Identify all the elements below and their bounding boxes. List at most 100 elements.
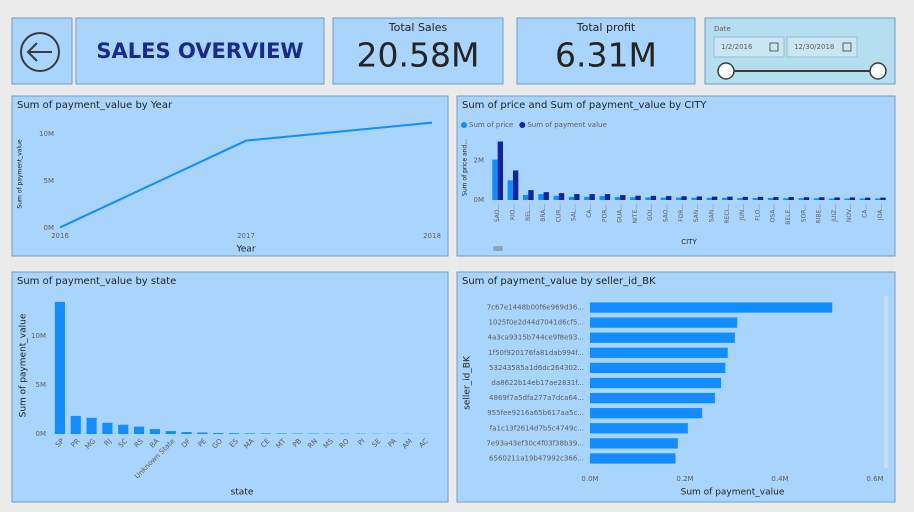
calendar-icon[interactable] [769,42,779,52]
bar [574,194,580,200]
bar [788,197,794,200]
bar [590,332,735,343]
bar [229,433,240,434]
bar [666,196,672,200]
chart-panel [456,95,896,257]
bar [865,197,871,200]
back-circle[interactable] [20,32,60,72]
bar [614,197,621,200]
bar [213,433,224,434]
y-tick-label: 0M [44,224,55,232]
legend-marker [519,122,526,128]
bar [880,197,886,200]
bar [620,195,626,200]
bar [590,423,688,434]
y-tick-label: 0M [474,196,485,204]
y-axis-label: seller_id_BK [463,355,473,410]
x-tick-label: CA... [862,204,869,218]
x-tick-label: SP [54,437,66,449]
start-date[interactable]: 1/2/2016 [721,43,753,51]
x-tick-label: 0.2M [676,475,693,483]
y-tick-label: 1025f0e2d44d7041d6cf5... [489,319,584,327]
slider-handle[interactable] [717,62,735,80]
y-tick-label: 6560211a19b47992c366... [489,454,584,462]
bar [589,194,595,200]
x-tick-label: SAN... [708,204,715,222]
bar [645,197,651,200]
slicer-label: Date [714,25,731,33]
bar [497,141,504,200]
bar [752,198,758,200]
y-axis-label: Sum of payment_value [17,139,24,208]
x-axis-label: Sum of payment_value [681,488,785,498]
y-tick-label: 2M [474,157,485,165]
y-tick-label: da8622b14eb17ae2831f... [491,379,584,387]
end-date-box[interactable] [786,36,858,58]
bar [675,197,682,200]
x-tick-label: JOA... [877,204,884,221]
bar [813,198,820,200]
bar [568,196,575,200]
y-tick-label: 5M [36,381,47,389]
line-series [59,121,433,229]
bar [507,180,513,200]
bar [737,198,743,200]
bar [553,195,559,200]
bar [727,196,733,200]
bar [604,194,611,200]
y-tick-label: 5M [44,177,55,185]
calendar-icon[interactable] [842,42,852,52]
bar [70,415,81,434]
bar [844,198,850,200]
card-label: Total profit [576,21,636,34]
chart-title: Sum of payment_value by Year [17,100,173,111]
y-tick-label: 7e93a43ef30c4f03f38b39... [486,439,584,447]
x-tick-label: BRA... [540,204,547,222]
scrollbar[interactable] [884,296,888,468]
x-axis-label: Year [235,245,255,255]
bar [522,194,529,200]
chart-panel [11,95,449,257]
card-panel [516,17,696,85]
x-tick-label: CA... [586,204,593,218]
back-button[interactable] [20,32,60,72]
start-date-box[interactable] [713,36,785,58]
legend-marker [461,122,467,128]
y-tick-label: fa1c13f2614d7b5c4749c... [490,424,584,432]
bar [543,192,549,200]
bar [757,196,764,200]
scrollbar[interactable] [493,246,503,251]
bar [54,301,65,434]
bar [874,198,881,200]
bar [590,408,703,419]
chart-title: Sum of payment_value by state [17,276,176,287]
slider-handle[interactable] [869,62,887,80]
x-tick-label: 0.0M [581,475,598,483]
bar [803,197,810,200]
x-tick-label: RECI... [724,204,731,224]
bar [849,197,856,200]
bar [86,417,97,434]
x-tick-label: 0.4M [771,475,788,483]
y-axis-label: Sum of payment_value [19,313,29,417]
bar [829,198,835,200]
x-tick-label: SAL... [571,204,578,221]
y-tick-label: 53243585a1d6dc264302... [489,364,584,372]
y-tick-label: 1f50f920176fa81dab994f... [488,349,584,357]
bar [773,197,779,200]
x-tick-label: BEL... [525,204,532,221]
chart-title: Sum of payment_value by seller_id_BK [462,276,656,287]
card-panel [332,17,504,85]
x-tick-label: SAO... [663,204,670,222]
bar [721,197,728,200]
bar [584,196,590,200]
bar [149,429,160,434]
bar [181,432,192,434]
x-tick-label: 0.6M [866,475,883,483]
end-date[interactable]: 12/30/2018 [794,43,834,51]
back-arrow[interactable] [26,42,52,62]
card-label: Total Sales [388,21,448,34]
x-tick-label: RIO... [509,204,516,220]
bar [783,198,789,200]
x-tick-label: 2016 [51,232,69,240]
